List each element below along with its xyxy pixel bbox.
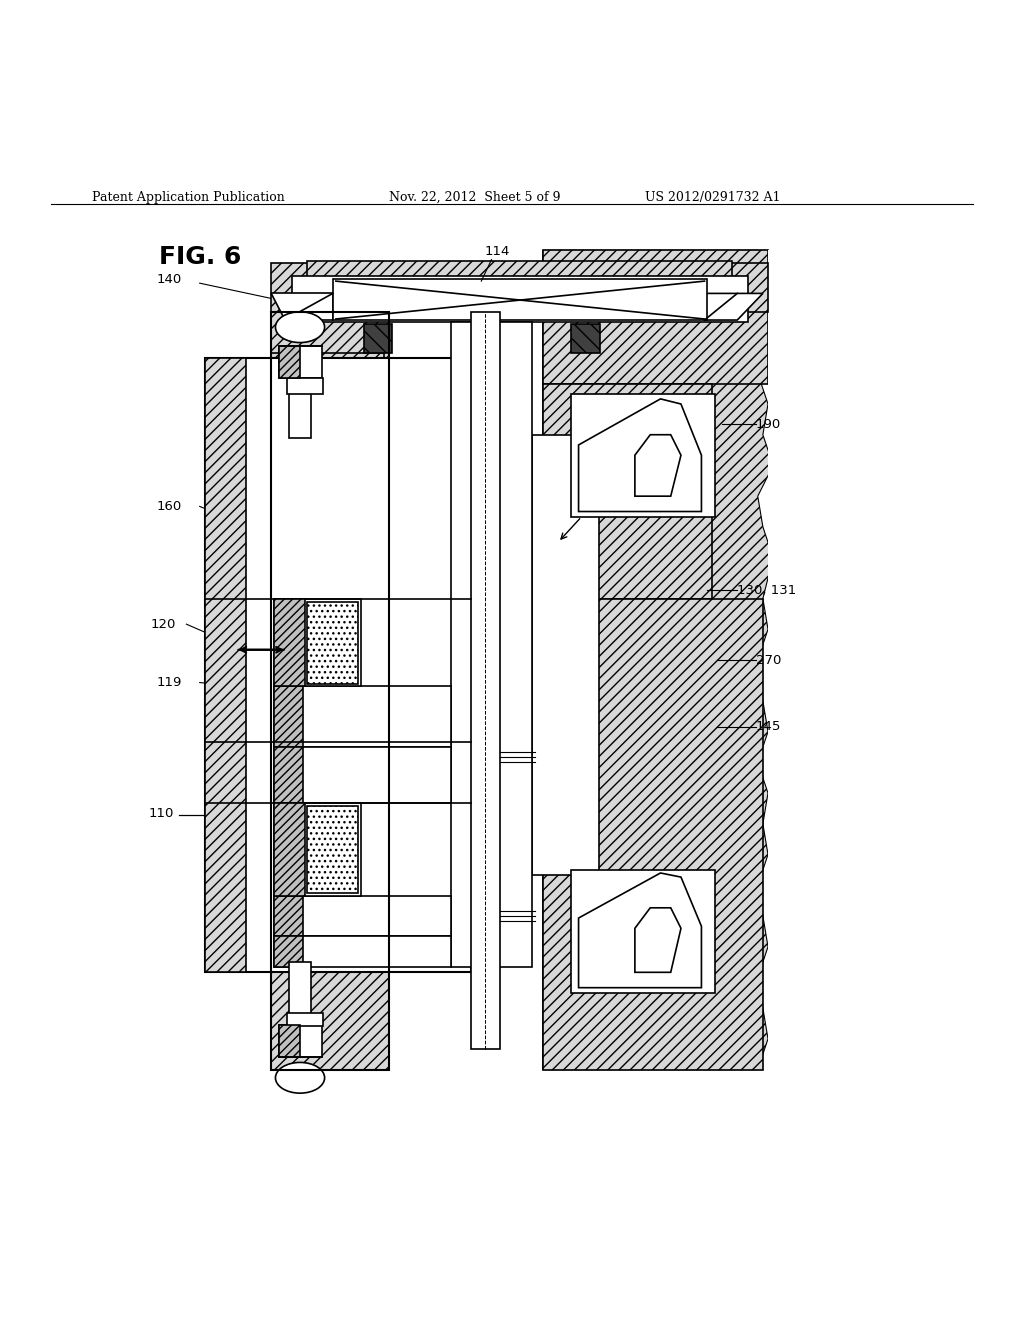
- Bar: [205, 358, 246, 973]
- Bar: [205, 358, 471, 973]
- Text: 110: 110: [148, 807, 174, 820]
- Text: 120: 120: [151, 618, 176, 631]
- Bar: [364, 325, 392, 352]
- Bar: [532, 434, 599, 875]
- Bar: [274, 936, 451, 968]
- Text: 111: 111: [225, 799, 251, 812]
- Bar: [307, 602, 358, 684]
- Bar: [571, 393, 715, 516]
- Polygon shape: [271, 293, 333, 319]
- Polygon shape: [635, 908, 681, 973]
- Text: 119: 119: [157, 676, 182, 689]
- Bar: [271, 352, 384, 434]
- Bar: [274, 804, 361, 895]
- Polygon shape: [705, 293, 763, 319]
- Bar: [287, 1014, 323, 1026]
- Bar: [271, 312, 389, 1069]
- Text: 190: 190: [756, 418, 781, 430]
- Text: 145: 145: [756, 721, 781, 733]
- Text: FIG. 6: FIG. 6: [159, 246, 241, 269]
- Ellipse shape: [275, 312, 325, 343]
- Bar: [451, 322, 532, 968]
- Bar: [471, 312, 500, 1049]
- Bar: [289, 962, 311, 1023]
- Bar: [543, 384, 712, 598]
- Text: Nov. 22, 2012  Sheet 5 of 9: Nov. 22, 2012 Sheet 5 of 9: [389, 191, 560, 205]
- Bar: [271, 312, 389, 1069]
- Bar: [274, 685, 451, 747]
- Bar: [289, 376, 311, 438]
- Bar: [274, 895, 303, 936]
- Bar: [274, 685, 303, 747]
- Bar: [274, 598, 305, 685]
- Bar: [543, 598, 763, 1069]
- Text: 114: 114: [485, 244, 510, 257]
- Bar: [543, 251, 768, 384]
- Ellipse shape: [275, 1063, 325, 1093]
- Text: 112: 112: [225, 820, 251, 833]
- Bar: [333, 279, 707, 319]
- Polygon shape: [579, 399, 701, 512]
- Bar: [274, 598, 361, 685]
- Bar: [274, 747, 451, 804]
- Bar: [274, 936, 303, 968]
- Bar: [292, 276, 748, 322]
- Bar: [274, 895, 451, 936]
- Bar: [287, 379, 323, 393]
- Bar: [279, 1024, 300, 1057]
- Polygon shape: [768, 251, 922, 1069]
- Bar: [571, 325, 600, 352]
- Bar: [307, 260, 732, 297]
- Text: 140: 140: [157, 272, 182, 285]
- Polygon shape: [635, 434, 681, 496]
- Text: 270: 270: [756, 653, 781, 667]
- Polygon shape: [579, 873, 701, 987]
- Bar: [271, 968, 389, 1069]
- Bar: [571, 870, 715, 993]
- Polygon shape: [543, 251, 778, 1069]
- Text: Patent Application Publication: Patent Application Publication: [92, 191, 285, 205]
- Bar: [274, 747, 303, 804]
- Text: 130, 131: 130, 131: [737, 583, 797, 597]
- Text: 160: 160: [157, 500, 182, 513]
- Bar: [279, 1024, 322, 1057]
- Text: US 2012/0291732 A1: US 2012/0291732 A1: [645, 191, 780, 205]
- Bar: [279, 346, 322, 379]
- Bar: [271, 263, 768, 312]
- Bar: [307, 807, 358, 894]
- Bar: [274, 804, 305, 895]
- Bar: [279, 346, 300, 379]
